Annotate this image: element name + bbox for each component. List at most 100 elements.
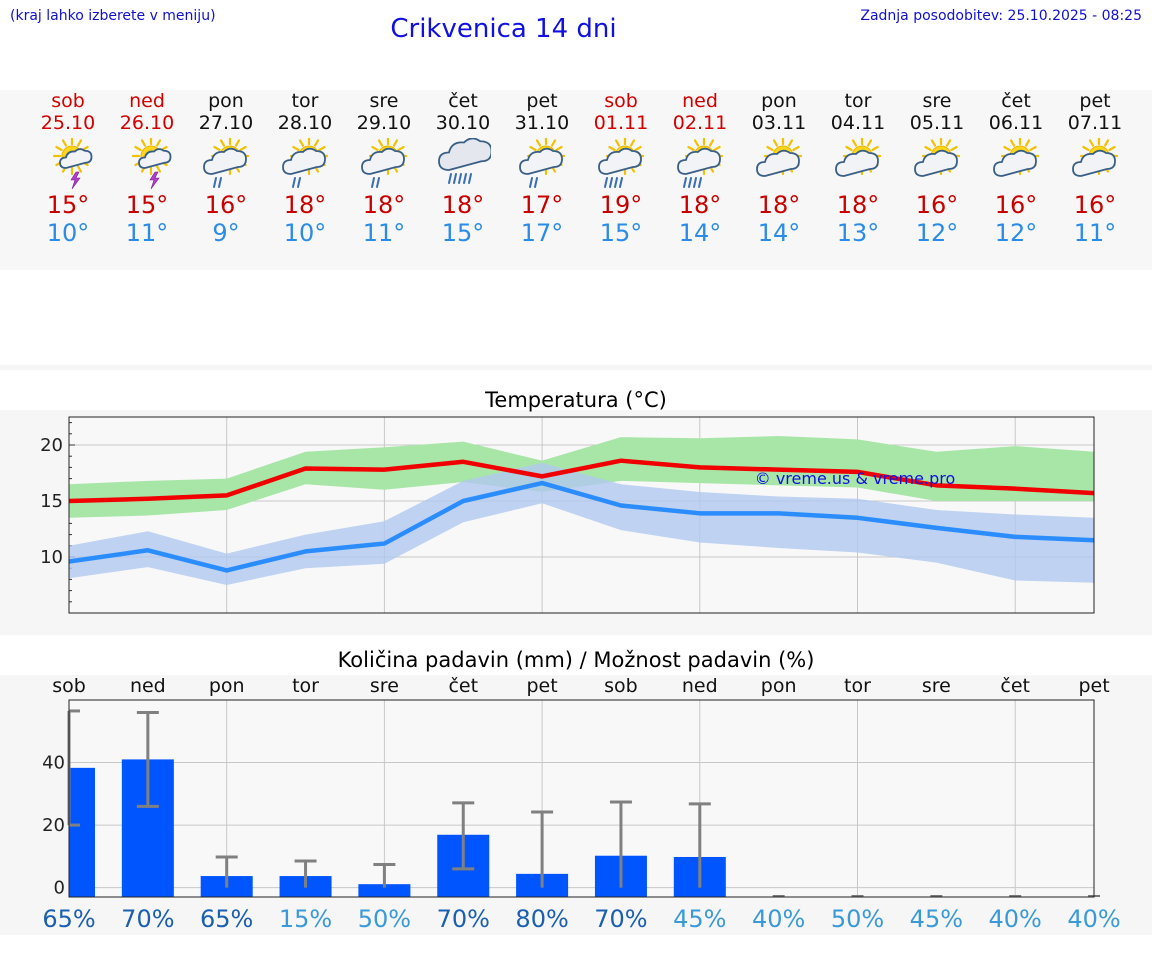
rain-drops — [448, 173, 472, 184]
day-column: sre 05.11 16° 12° — [898, 90, 977, 247]
error-bar — [294, 859, 317, 888]
temp-min: 17° — [520, 219, 564, 247]
temp-max: 18° — [678, 191, 722, 219]
y-tick-label: 0 — [54, 878, 65, 899]
cloud-heavy-rain-icon — [438, 138, 491, 184]
sun-cloud-heavy-rain-icon — [598, 138, 645, 188]
x-tick-label: tor — [292, 675, 319, 697]
day-column: sob 01.11 19° 15° — [582, 90, 661, 247]
sun-cloud-icon — [914, 138, 961, 177]
lightning-bolt — [70, 171, 81, 190]
temp-max: 16° — [994, 191, 1038, 219]
temp-max: 16° — [204, 191, 248, 219]
temp-max: 18° — [441, 191, 485, 219]
temp-min: 12° — [994, 219, 1038, 247]
cloud-shape — [914, 149, 958, 177]
sun-cloud-rain-icon — [361, 138, 408, 188]
temp-min: 13° — [836, 219, 880, 247]
temp-max: 18° — [757, 191, 801, 219]
day-column: pon 03.11 18° 14° — [740, 90, 819, 247]
sun-cloud-heavy-rain-icon — [677, 138, 724, 188]
max-temp-line — [68, 458, 1095, 504]
day-date: 28.10 — [277, 112, 333, 134]
temp-min: 11° — [1073, 219, 1117, 247]
day-name: tor — [844, 90, 872, 112]
x-tick-label: pon — [761, 675, 797, 697]
forecast-strip: sob 25.10 15° 10° ned 26.10 15° 11° pon 27.10 16° 9… — [0, 90, 1152, 270]
x-tick-label: pet — [1078, 675, 1109, 697]
cloud-shape — [438, 138, 491, 171]
day-date: 06.11 — [988, 112, 1044, 134]
x-tick-label: sob — [604, 675, 638, 697]
precip-probability: 45% — [673, 905, 726, 932]
page-title: Crikvenica 14 dni — [390, 14, 617, 44]
precip-probability: 70% — [121, 905, 174, 932]
day-name: sre — [922, 90, 952, 112]
sun-cloud-icon — [1072, 138, 1119, 177]
precip-probability: 50% — [831, 905, 884, 932]
precipitation-chart: 0 20 40 sob ned pon tor sre čet pet sob ned pon tor sr… — [42, 675, 1121, 932]
temp-max: 18° — [283, 191, 327, 219]
precip-probability: 80% — [515, 905, 568, 932]
precip-probability: 65% — [42, 905, 95, 932]
temp-max: 19° — [599, 191, 643, 219]
x-tick-label: čet — [1000, 675, 1030, 697]
cloud-shape — [993, 149, 1037, 177]
temp-max: 17° — [520, 191, 564, 219]
precip-bar — [358, 884, 411, 897]
divider — [0, 365, 1152, 370]
day-name: čet — [1001, 90, 1031, 112]
cloud-shape — [138, 148, 172, 169]
day-date: 07.11 — [1067, 112, 1123, 134]
plot-frame — [68, 416, 1095, 614]
day-column: čet 30.10 18° 15° — [424, 90, 503, 247]
day-date: 03.11 — [751, 112, 807, 134]
rain-drops — [292, 177, 301, 188]
sun-cloud-thunder-icon — [131, 138, 172, 190]
watermark: © vreme.us & vreme.pro — [755, 469, 956, 488]
cloud-shape — [361, 147, 405, 175]
cloud-shape — [598, 147, 642, 175]
day-column: tor 28.10 18° 10° — [266, 90, 345, 247]
day-date: 31.10 — [514, 112, 570, 134]
sun-cloud-thunder-icon — [52, 138, 93, 190]
temp-min: 14° — [757, 219, 801, 247]
temp-max: 16° — [1073, 191, 1117, 219]
day-column: ned 26.10 15° 11° — [108, 90, 187, 247]
precipitation-chart-title: Količina padavin (mm) / Možnost padavin … — [337, 648, 815, 672]
min-temp-line — [68, 480, 1095, 573]
day-date: 02.11 — [672, 112, 728, 134]
temperature-chart: 10 15 20 © vreme.us & vreme.pro — [40, 416, 1095, 614]
x-tick-label: čet — [448, 675, 478, 697]
day-name: pet — [526, 90, 558, 112]
day-name: pon — [208, 90, 244, 112]
temp-max: 15° — [125, 191, 169, 219]
precip-probability: 40% — [1067, 905, 1120, 932]
error-bar — [215, 855, 238, 888]
error-bar — [373, 862, 396, 888]
temperature-chart-title: Temperatura (°C) — [485, 388, 667, 412]
temp-min: 14° — [678, 219, 722, 247]
sun-cloud-icon — [835, 138, 882, 177]
temp-max: 18° — [362, 191, 406, 219]
day-date: 05.11 — [909, 112, 965, 134]
y-tick-label: 20 — [40, 435, 63, 456]
day-date: 01.11 — [593, 112, 649, 134]
cloud-shape — [835, 149, 879, 177]
error-bar — [531, 810, 554, 888]
rain-drops — [529, 177, 538, 188]
cloud-shape — [282, 147, 326, 175]
error-bar — [136, 711, 159, 808]
location-hint[interactable]: (kraj lahko izberete v meniju) — [10, 8, 216, 24]
day-column: čet 06.11 16° 12° — [977, 90, 1056, 247]
precip-probability: 15% — [279, 905, 332, 932]
error-bar — [609, 800, 632, 888]
day-date: 29.10 — [356, 112, 412, 134]
precip-probability: 70% — [437, 905, 490, 932]
x-tick-label: sob — [52, 675, 86, 697]
error-bar — [688, 802, 711, 888]
day-column: sre 29.10 18° 11° — [345, 90, 424, 247]
day-column: tor 04.11 18° 13° — [819, 90, 898, 247]
cloud-shape — [203, 147, 247, 175]
day-column: sob 25.10 15° 10° — [29, 90, 108, 247]
